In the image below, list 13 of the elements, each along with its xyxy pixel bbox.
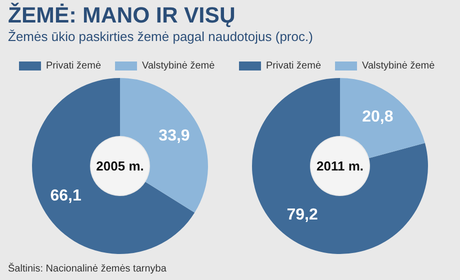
legend-label: Valstybinė žemė [362,60,436,72]
legend-label: Valstybinė žemė [142,60,216,72]
data-label: 66,1 [50,188,82,205]
data-label: 20,8 [362,108,394,126]
data-label: 79,2 [286,206,318,224]
text: Šaltinis: Nacionalinė žemės tarnyba [8,262,167,274]
legend-label: Privati žemė [46,60,102,72]
data-label: 33,9 [158,127,190,144]
chart-title: ŽEMĖ: MANO IR VISŲ [8,2,236,28]
text: 2005 m. [96,158,144,174]
text: 2011 m. [316,158,364,174]
legend-label: Privati žemė [266,60,322,72]
chart-subtitle: Žemės ūkio paskirties žemė pagal naudotojus (proc.) [8,29,313,44]
